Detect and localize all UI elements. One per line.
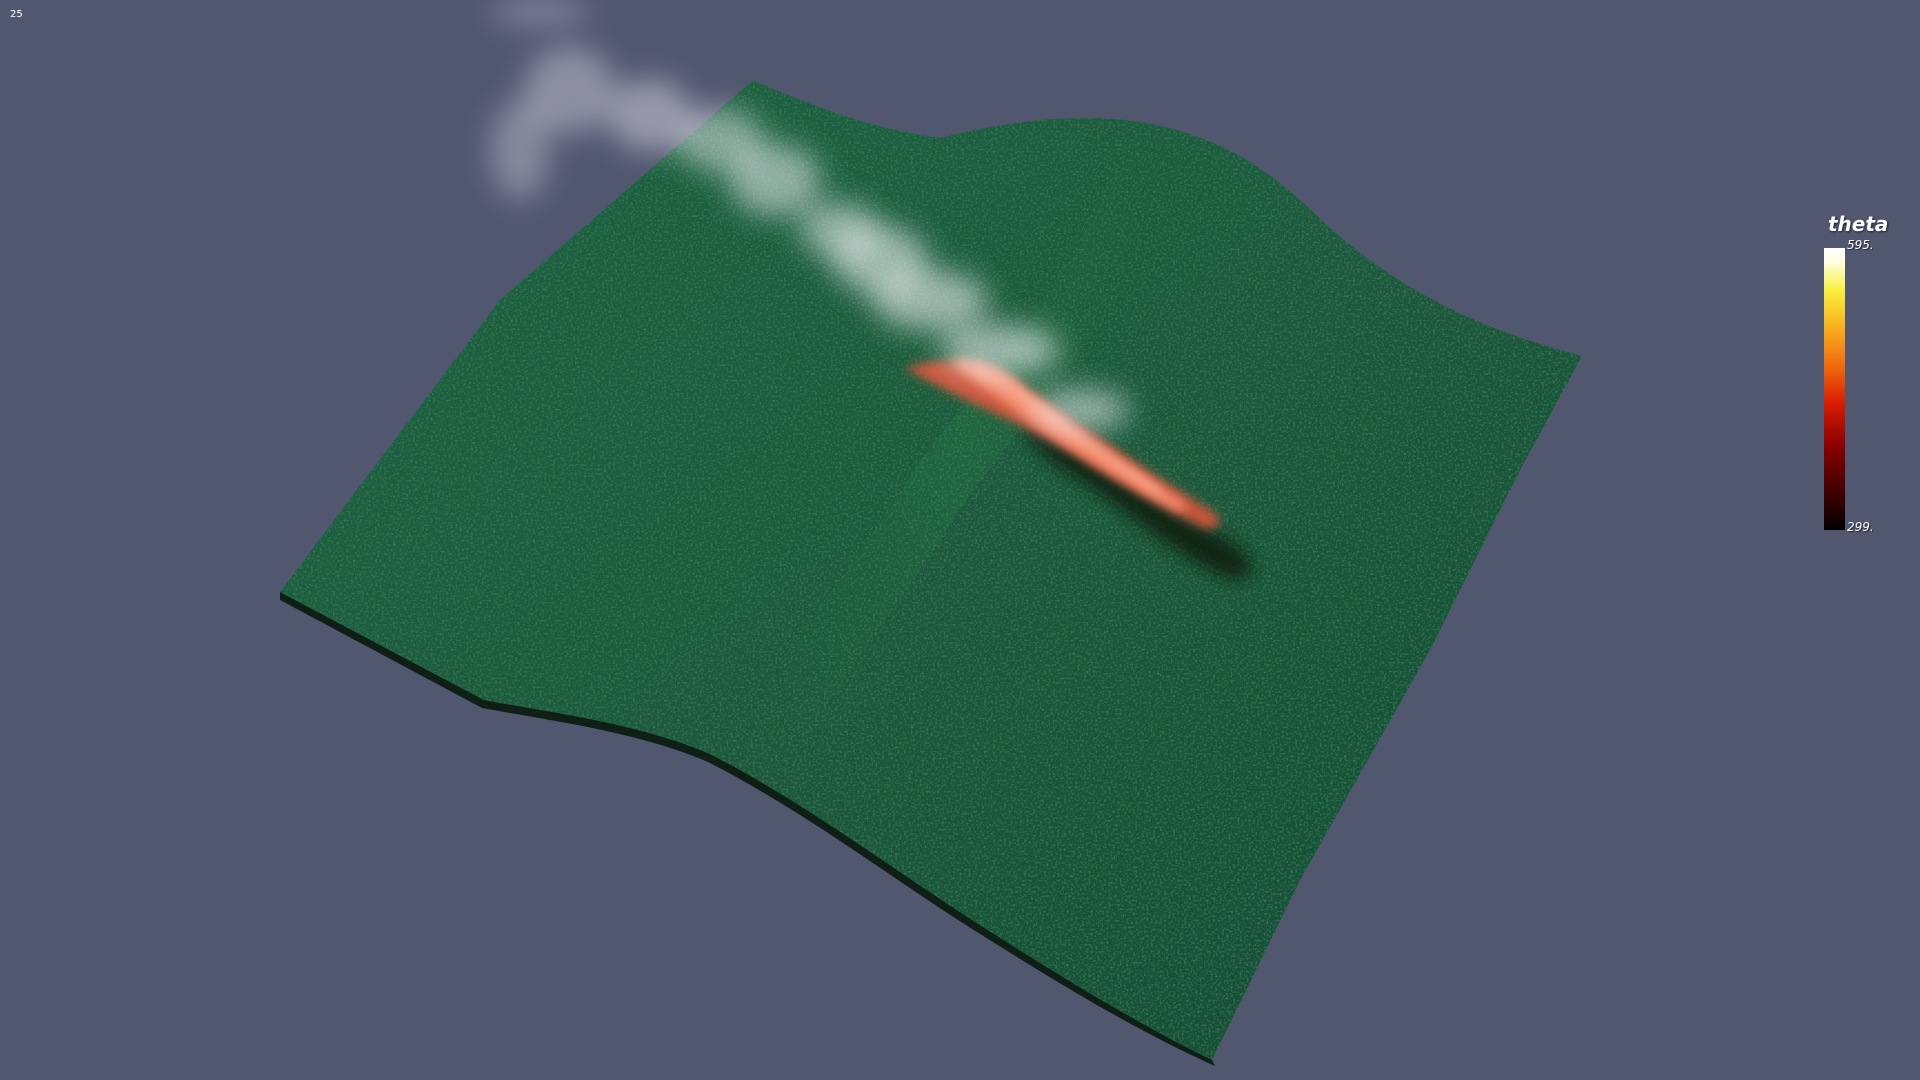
legend-color-bar [1824, 248, 1845, 530]
legend-title: theta [1828, 212, 1889, 236]
color-legend: theta 595. 299. [1824, 212, 1894, 542]
legend-max-label: 595. [1847, 238, 1874, 252]
terrain-ridge [754, 141, 1179, 736]
smoke-plume [490, 0, 1130, 432]
terrain-surface [280, 80, 1582, 1060]
frame-counter: 25 [10, 9, 23, 20]
legend-min-label: 299. [1847, 520, 1874, 534]
terrain-edge [280, 592, 1215, 1066]
